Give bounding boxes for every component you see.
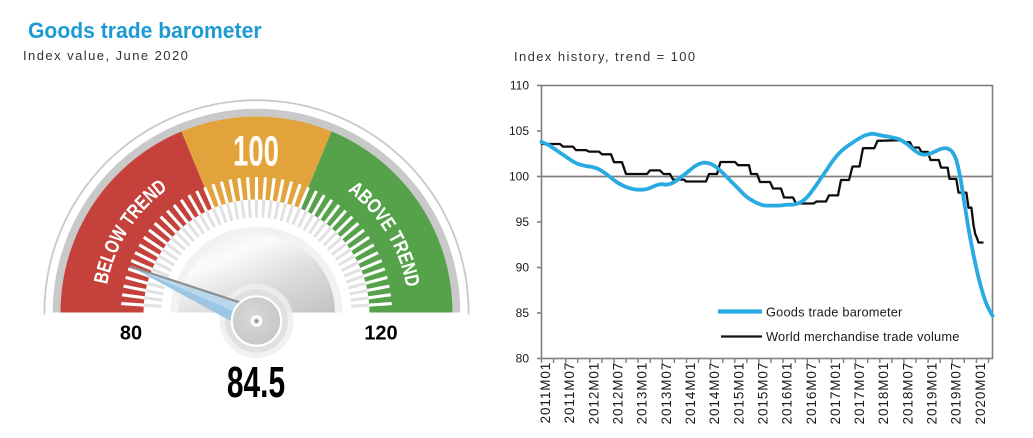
svg-text:105: 105 (509, 124, 529, 138)
svg-text:2011M01: 2011M01 (538, 362, 553, 424)
svg-text:2020M01: 2020M01 (973, 362, 988, 425)
svg-text:2018M01: 2018M01 (876, 362, 891, 425)
svg-text:80: 80 (120, 323, 142, 345)
svg-text:2019M07: 2019M07 (949, 362, 964, 425)
svg-text:2014M01: 2014M01 (683, 362, 698, 425)
svg-text:90: 90 (516, 261, 530, 275)
svg-text:95: 95 (516, 215, 530, 229)
svg-text:2016M07: 2016M07 (804, 362, 819, 425)
svg-text:80: 80 (516, 352, 530, 366)
svg-text:2013M01: 2013M01 (635, 362, 650, 425)
svg-text:110: 110 (510, 79, 529, 93)
svg-text:100: 100 (509, 170, 529, 184)
svg-text:2018M07: 2018M07 (900, 362, 915, 425)
svg-text:2015M07: 2015M07 (755, 362, 770, 425)
svg-text:84.5: 84.5 (227, 357, 285, 406)
svg-text:2015M01: 2015M01 (731, 362, 746, 425)
svg-text:100: 100 (233, 126, 279, 175)
svg-text:2013M07: 2013M07 (659, 362, 674, 425)
svg-text:85: 85 (516, 306, 530, 320)
svg-text:2019M01: 2019M01 (925, 362, 940, 425)
svg-text:2012M07: 2012M07 (611, 362, 626, 425)
svg-text:2016M01: 2016M01 (780, 362, 795, 425)
svg-text:2017M01: 2017M01 (828, 362, 843, 425)
svg-text:2017M07: 2017M07 (852, 362, 867, 425)
svg-text:2011M07: 2011M07 (562, 362, 577, 424)
svg-text:120: 120 (364, 323, 397, 345)
svg-text:Goods trade barometer: Goods trade barometer (766, 305, 903, 320)
svg-text:2014M07: 2014M07 (707, 362, 722, 425)
svg-text:World merchandise trade volume: World merchandise trade volume (766, 329, 960, 344)
svg-text:2012M01: 2012M01 (586, 362, 601, 425)
